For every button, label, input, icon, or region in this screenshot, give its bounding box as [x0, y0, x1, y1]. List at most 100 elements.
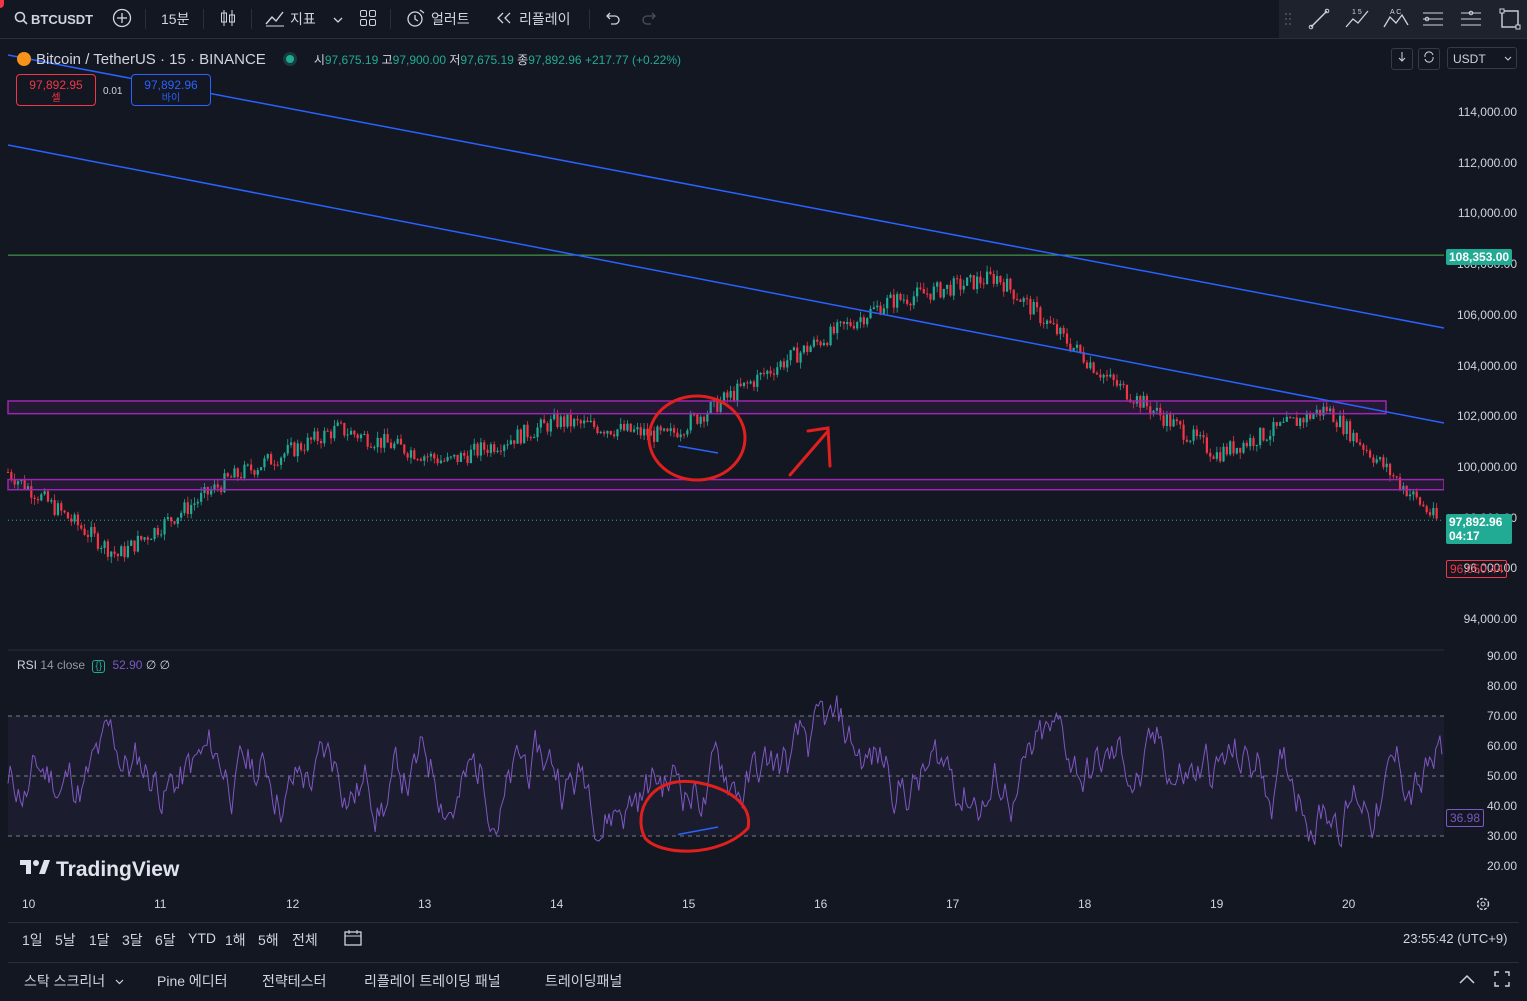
candle-body — [373, 447, 376, 449]
candle-body — [210, 490, 213, 495]
chevron-down-icon — [333, 11, 343, 27]
candle-body — [679, 434, 682, 438]
candle-body — [1329, 408, 1332, 412]
chart-type-button[interactable] — [219, 0, 237, 38]
chart-canvas[interactable] — [0, 38, 1444, 890]
candle-body — [509, 440, 512, 445]
last-price-value: 97,892.96 — [1449, 515, 1503, 529]
buy-label: 바이 — [161, 93, 181, 104]
time-axis-label: 15 — [682, 897, 696, 911]
panel-tab-screener[interactable]: 스탁 스크리너 — [24, 971, 124, 991]
redo-button[interactable] — [641, 0, 659, 38]
candle-body — [369, 446, 373, 448]
indicators-dropdown[interactable] — [333, 0, 343, 38]
candle-body — [962, 285, 965, 290]
range-button[interactable]: 6달 — [155, 932, 176, 948]
compare-add-button[interactable] — [112, 0, 132, 38]
replay-button[interactable]: 리플레이 — [495, 0, 571, 38]
range-button[interactable]: 3달 — [122, 932, 143, 948]
candle-body — [1428, 512, 1432, 516]
tradingview-logo[interactable]: TradingView — [20, 858, 179, 882]
candle-body — [549, 419, 552, 432]
candle-body — [1052, 323, 1055, 325]
candle-body — [393, 443, 396, 449]
panel-tab-replay-trading[interactable]: 리플레이 트레이딩 패널 — [364, 973, 501, 989]
panel-tab-trading-panel[interactable]: 트레이딩패널 — [545, 973, 623, 989]
time-axis-label: 14 — [550, 897, 564, 911]
layout-templates-button[interactable] — [359, 0, 377, 38]
rectangle-tool-icon[interactable] — [1499, 0, 1521, 38]
maximize-panel-icon[interactable] — [1493, 970, 1511, 993]
pair-title[interactable]: Bitcoin / TetherUS · 15 · BINANCE — [36, 50, 266, 68]
clock-timezone[interactable]: 23:55:42 (UTC+9) — [1403, 931, 1508, 946]
candle-body — [609, 431, 612, 435]
candle-body — [856, 322, 859, 329]
candle-body — [589, 420, 592, 423]
rsi-legend[interactable]: RSI 14 close {} 52.90 ∅ ∅ — [17, 658, 170, 673]
candle-body — [100, 548, 103, 550]
fib-tool-icon[interactable] — [1421, 0, 1445, 38]
panel-tab-label: 스탁 스크리너 — [24, 973, 106, 989]
range-button[interactable]: 5날 — [55, 932, 76, 948]
indicators-button[interactable]: 지표 — [265, 0, 316, 38]
range-button[interactable]: 1일 — [22, 932, 43, 948]
price-axis-label: 110,000.00 — [1457, 206, 1517, 221]
candle-body — [1005, 278, 1009, 292]
market-open-dot-icon — [285, 55, 294, 63]
price-axis[interactable]: 114,000.00112,000.00110,000.00108,000.00… — [1444, 40, 1527, 886]
elliott-wave-tool-icon[interactable]: 1 5 — [1344, 0, 1372, 38]
candle-body — [1009, 278, 1012, 290]
candle-body — [936, 282, 939, 287]
candle-body — [1132, 402, 1135, 404]
candle-body — [1105, 374, 1109, 377]
range-button[interactable]: 1달 — [89, 932, 110, 948]
auto-scale-button[interactable] — [1418, 48, 1440, 70]
scroll-to-realtime-button[interactable] — [1391, 48, 1413, 70]
candle-body — [366, 434, 369, 447]
panel-tab-strategy-tester[interactable]: 전략테스터 — [262, 973, 327, 989]
pattern-tool-icon[interactable]: A C — [1382, 0, 1410, 38]
alert-button[interactable]: 얼러트 — [405, 0, 470, 38]
time-axis-label: 10 — [22, 897, 36, 911]
candle-body — [533, 437, 536, 439]
candle-body — [256, 470, 259, 475]
candle-body — [1425, 506, 1428, 513]
chart-settings-gear-icon[interactable] — [1475, 896, 1491, 917]
range-button[interactable]: 전체 — [292, 932, 318, 948]
trendline-tool-icon[interactable] — [1308, 0, 1330, 38]
candle-body — [1269, 436, 1272, 440]
candle-body — [739, 383, 742, 387]
currency-select[interactable]: USDT — [1447, 47, 1517, 69]
undo-button[interactable] — [603, 0, 621, 38]
candle-body — [1325, 406, 1328, 412]
candle-body — [1065, 333, 1069, 344]
candle-body — [433, 453, 436, 459]
drag-handle-icon[interactable] — [1284, 0, 1292, 38]
interval-button[interactable]: 15분 — [161, 11, 190, 27]
range-button[interactable]: 1해 — [225, 932, 246, 948]
collapse-panel-chevron-up-icon[interactable] — [1458, 972, 1476, 990]
candle-body — [866, 318, 869, 325]
buy-button[interactable]: 97,892.96 바이 — [131, 74, 211, 106]
lower-trendline — [7, 144, 1444, 424]
candle-body — [336, 422, 339, 426]
candle-body — [662, 428, 666, 431]
plus-circle-icon — [112, 8, 132, 31]
sell-button[interactable]: 97,892.95 셀 — [16, 74, 96, 106]
candle-body — [456, 454, 459, 462]
symbol-search-button[interactable]: BTCUSDT — [14, 0, 93, 38]
candle-body — [822, 342, 826, 346]
candle-body — [126, 545, 129, 558]
goto-date-calendar-icon[interactable] — [343, 929, 363, 952]
annotation-circle-price — [647, 394, 747, 482]
candle-body — [1245, 442, 1248, 447]
range-button[interactable]: YTD — [188, 930, 216, 946]
candle-body — [989, 271, 992, 275]
time-axis-label: 20 — [1342, 897, 1356, 911]
range-button[interactable]: 5해 — [258, 932, 279, 948]
buy-price: 97,892.96 — [144, 78, 198, 92]
candle-body — [1375, 459, 1378, 463]
panel-tab-pine-editor[interactable]: Pine 에디터 — [157, 973, 228, 989]
candle-body — [1169, 414, 1172, 427]
pitchfork-tool-icon[interactable] — [1459, 0, 1483, 38]
